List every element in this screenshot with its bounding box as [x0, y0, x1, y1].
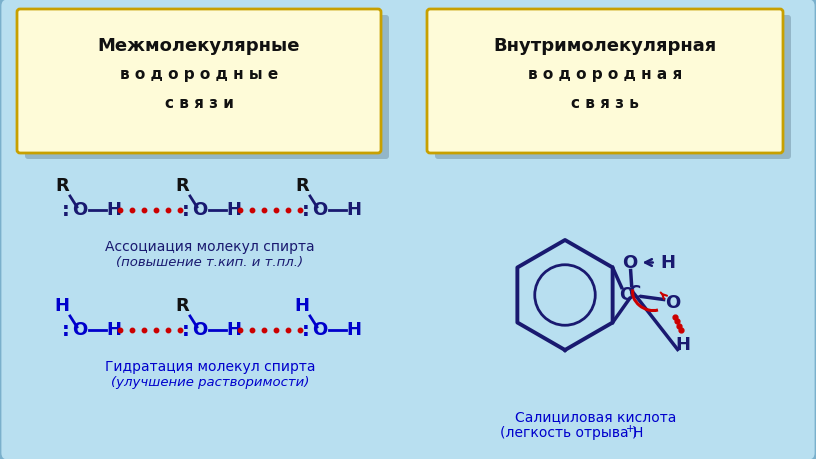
FancyBboxPatch shape [25, 15, 389, 159]
Text: O: O [619, 286, 634, 304]
Text: H: H [55, 297, 69, 315]
Text: H: H [295, 297, 309, 315]
Text: R: R [55, 177, 69, 195]
Text: Межмолекулярные: Межмолекулярные [98, 37, 300, 55]
Text: C: C [628, 284, 641, 302]
Text: ): ) [632, 426, 637, 440]
Text: Салициловая кислота: Салициловая кислота [516, 410, 676, 424]
Text: R: R [175, 177, 188, 195]
Text: (повышение т.кип. и т.пл.): (повышение т.кип. и т.пл.) [117, 256, 304, 269]
Text: H: H [660, 253, 675, 272]
Text: Внутримолекулярная: Внутримолекулярная [494, 37, 716, 55]
Text: с в я з ь: с в я з ь [571, 96, 639, 112]
Text: H: H [347, 321, 361, 339]
Text: :: : [302, 321, 310, 341]
Text: O: O [313, 321, 328, 339]
Text: O: O [622, 253, 637, 272]
Text: Гидратация молекул спирта: Гидратация молекул спирта [104, 360, 315, 374]
Text: :: : [302, 202, 310, 220]
Text: :: : [62, 202, 70, 220]
Text: Ассоциация молекул спирта: Ассоциация молекул спирта [105, 240, 315, 254]
Text: (улучшение растворимости): (улучшение растворимости) [111, 376, 309, 389]
Text: H: H [107, 321, 122, 339]
Text: O: O [73, 201, 87, 219]
Text: H: H [347, 201, 361, 219]
Text: O: O [665, 293, 681, 312]
Text: R: R [175, 297, 188, 315]
Text: :: : [182, 202, 190, 220]
FancyBboxPatch shape [17, 9, 381, 153]
Text: O: O [193, 321, 207, 339]
Text: в о д о р о д н ы е: в о д о р о д н ы е [120, 67, 278, 83]
Text: H: H [227, 321, 242, 339]
Text: O: O [313, 201, 328, 219]
Text: :: : [182, 321, 190, 341]
Text: :: : [62, 321, 70, 341]
Text: с в я з и: с в я з и [165, 96, 233, 112]
Text: H: H [227, 201, 242, 219]
Text: R: R [295, 177, 309, 195]
Text: +: + [626, 424, 635, 434]
Text: H: H [675, 336, 690, 353]
Text: H: H [107, 201, 122, 219]
Text: O: O [193, 201, 207, 219]
Text: (легкость отрыва H: (легкость отрыва H [500, 426, 644, 440]
Text: в о д о р о д н а я: в о д о р о д н а я [528, 67, 682, 83]
FancyBboxPatch shape [427, 9, 783, 153]
Text: O: O [73, 321, 87, 339]
FancyBboxPatch shape [435, 15, 791, 159]
